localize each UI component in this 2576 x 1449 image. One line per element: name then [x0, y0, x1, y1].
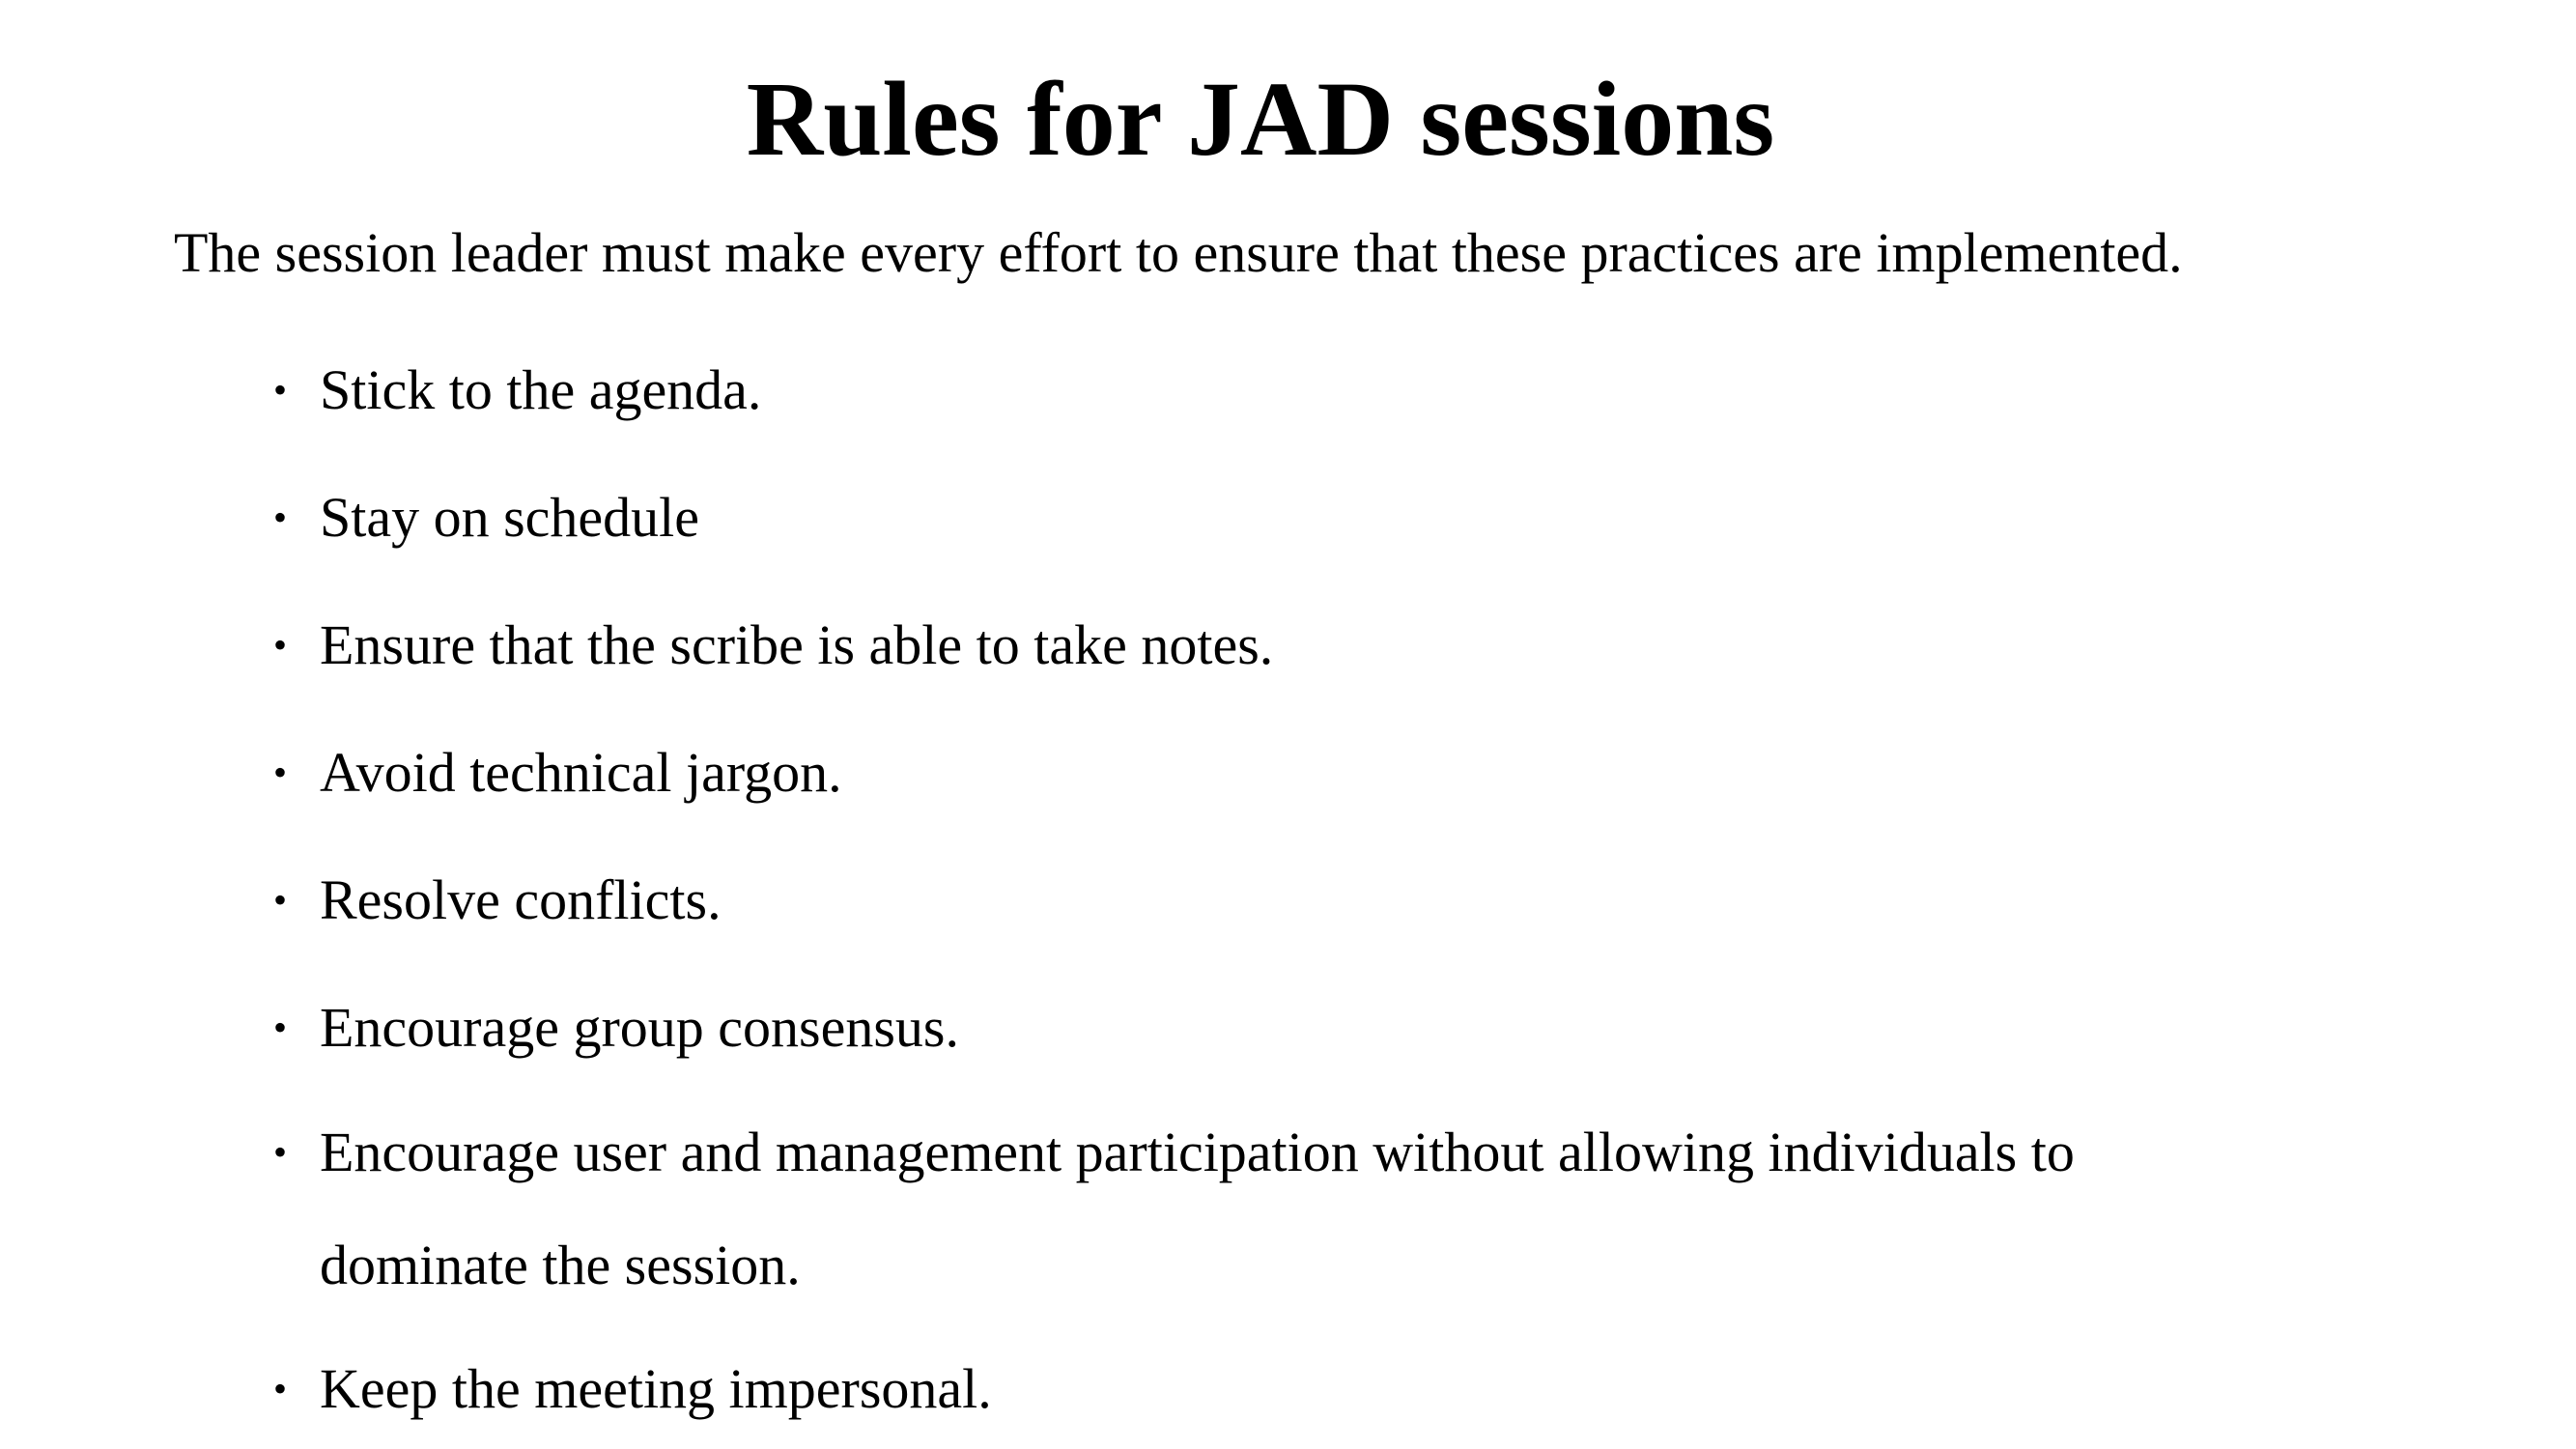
list-item-text: Ensure that the scribe is able to take n… — [320, 613, 1274, 676]
bullet-icon: • — [273, 1130, 288, 1174]
bullet-icon: • — [273, 623, 288, 667]
list-item: • Avoid technical jargon. — [273, 726, 2398, 819]
list-item-text: Stick to the agenda. — [320, 358, 762, 421]
list-item: • Encourage user and management particip… — [273, 1095, 2251, 1321]
list-item: • Keep the meeting impersonal. — [273, 1343, 2398, 1435]
intro-text: The session leader must make every effor… — [174, 221, 2183, 284]
list-item-text: Keep the meeting impersonal. — [320, 1357, 992, 1420]
slide-title: Rules for JAD sessions — [746, 60, 1775, 178]
list-item: • Stick to the agenda. — [273, 344, 2398, 437]
list-item-text: Encourage group consensus. — [320, 996, 959, 1059]
list-item-text: Avoid technical jargon. — [320, 741, 842, 804]
list-item-text: Resolve conflicts. — [320, 868, 722, 931]
bullet-icon: • — [273, 496, 288, 539]
list-item: • Resolve conflicts. — [273, 854, 2398, 947]
list-item-text: Stay on schedule — [320, 486, 700, 549]
bullet-icon: • — [273, 1006, 288, 1049]
bullet-icon: • — [273, 368, 288, 412]
bullet-list: • Stick to the agenda. • Stay on schedul… — [273, 344, 2398, 1435]
list-item: • Stay on schedule — [273, 471, 2398, 564]
bullet-icon: • — [273, 878, 288, 922]
list-item: • Encourage group consensus. — [273, 981, 2398, 1074]
list-item: • Ensure that the scribe is able to take… — [273, 599, 2398, 692]
bullet-icon: • — [273, 1367, 288, 1410]
list-item-text: Encourage user and management participat… — [320, 1121, 2075, 1296]
bullet-icon: • — [273, 751, 288, 794]
